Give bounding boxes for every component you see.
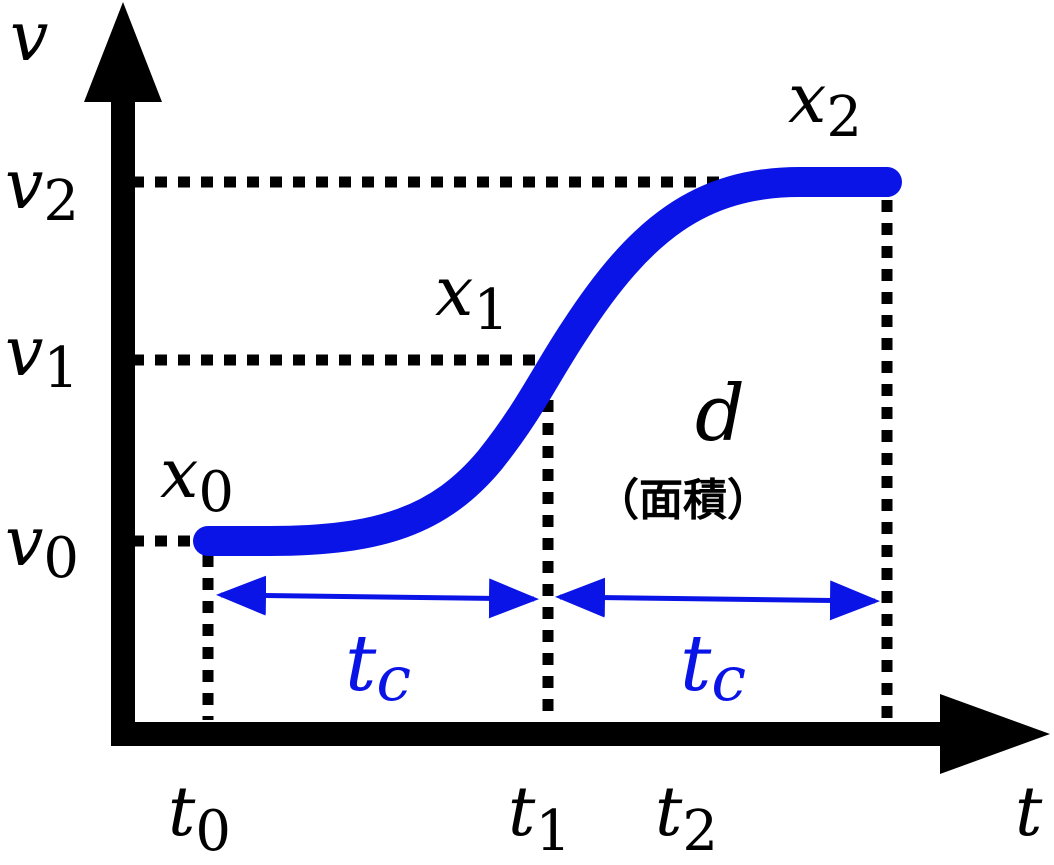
area-note: （面積） xyxy=(595,475,771,526)
guide-lines xyxy=(132,176,893,720)
x-level-t1: t1 xyxy=(508,773,571,864)
axes xyxy=(84,2,1050,774)
x-axis-label: t xyxy=(1015,773,1043,852)
interval-arrow-2 xyxy=(555,577,880,621)
point-label-x1: x1 xyxy=(435,253,509,343)
y-level-v2: v2 xyxy=(5,146,79,234)
interval-arrow-1 xyxy=(216,575,539,619)
point-label-x0: x0 xyxy=(160,435,234,525)
y-level-v1: v1 xyxy=(5,313,79,401)
interval-label-2: tc xyxy=(680,619,746,715)
point-label-x2: x2 xyxy=(788,60,862,150)
x-axis-arrowhead xyxy=(940,694,1050,774)
x-level-t0: t0 xyxy=(168,773,231,864)
interval-label-1: tc xyxy=(345,619,411,715)
y-level-v0: v0 xyxy=(5,503,79,591)
velocity-curve xyxy=(193,167,902,556)
y-axis-label: v xyxy=(10,0,48,77)
y-axis-arrowhead xyxy=(84,2,162,102)
area-symbol: d xyxy=(695,369,745,459)
x-level-t2: t2 xyxy=(655,773,718,864)
